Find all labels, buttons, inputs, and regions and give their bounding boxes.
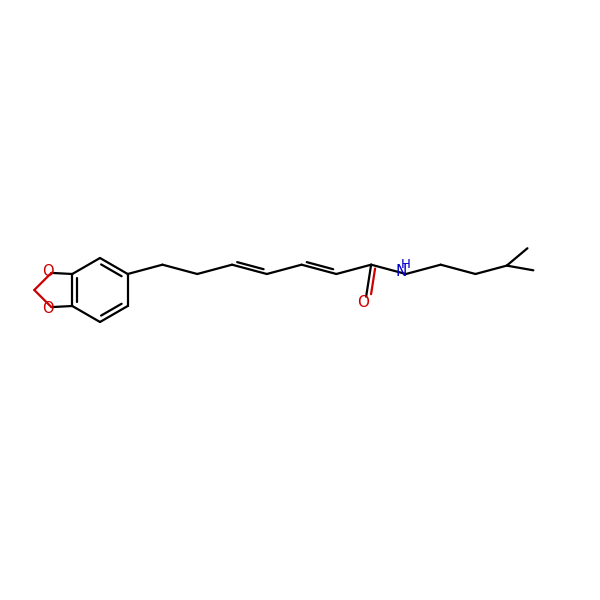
Text: O: O xyxy=(43,265,54,280)
Text: O: O xyxy=(357,295,369,310)
Text: O: O xyxy=(43,301,54,316)
Text: H: H xyxy=(401,257,411,271)
Text: N: N xyxy=(395,265,407,280)
